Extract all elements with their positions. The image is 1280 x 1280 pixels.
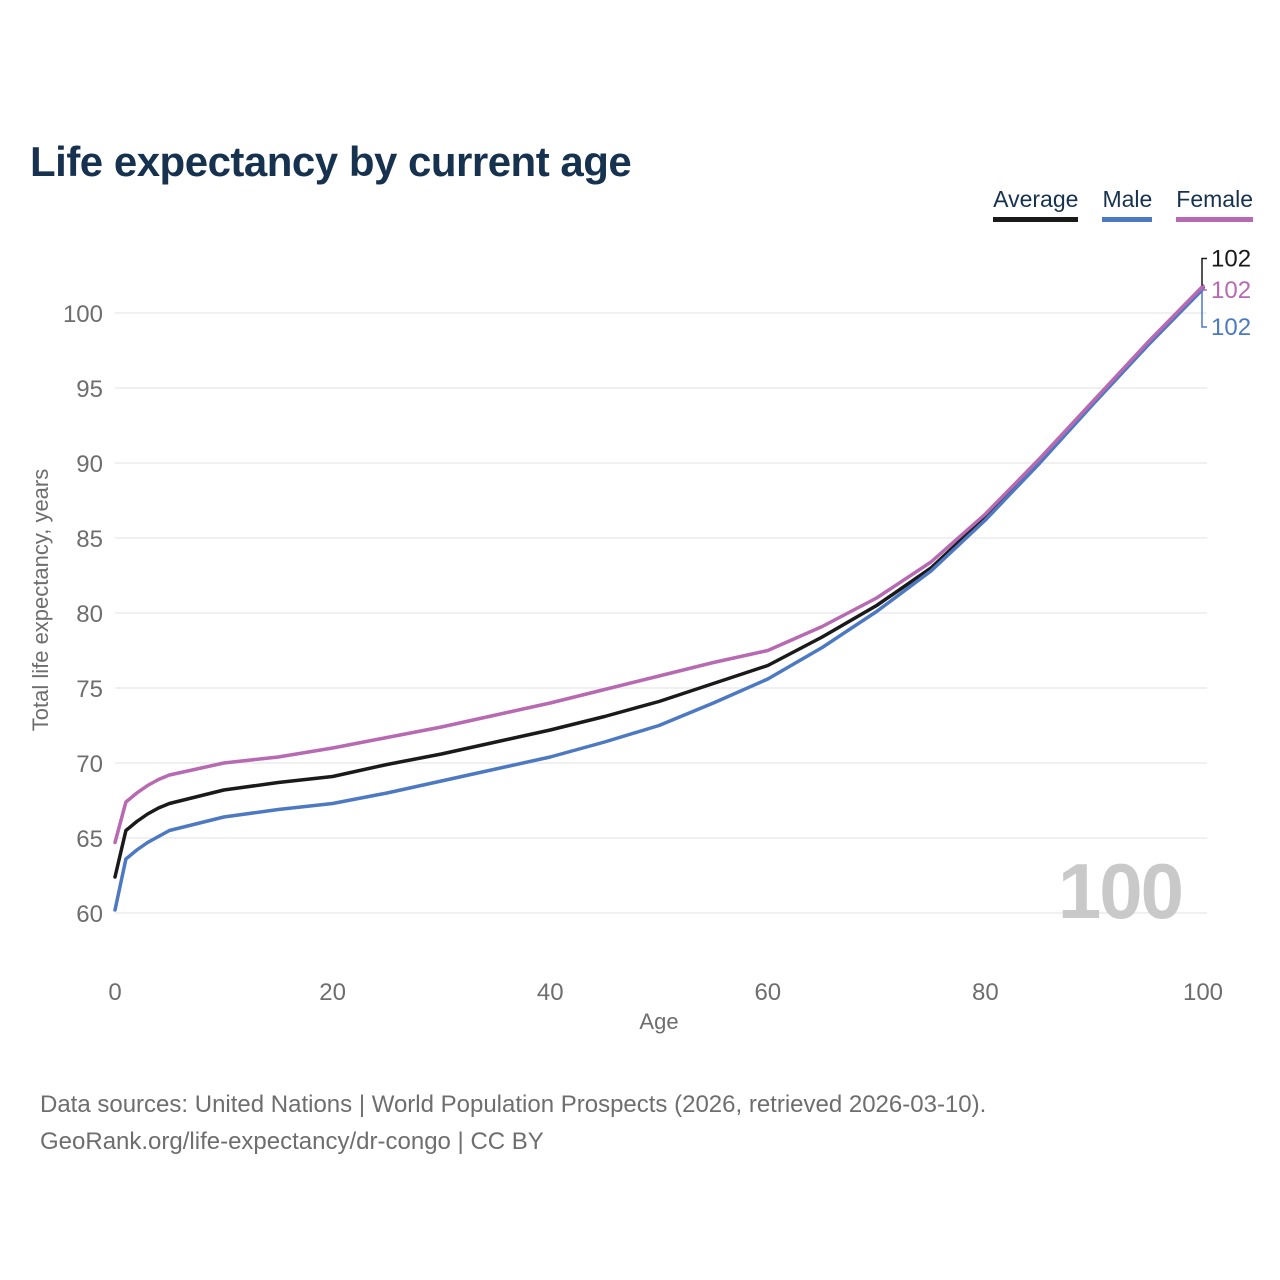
x-tick-60: 60 [754, 979, 781, 1006]
y-tick-65: 65 [76, 826, 103, 853]
license-line: GeoRank.org/life-expectancy/dr-congo | C… [40, 1128, 544, 1155]
x-axis-title: Age [639, 1009, 678, 1034]
legend-item-average[interactable]: Average [993, 186, 1079, 222]
y-tick-95: 95 [76, 376, 103, 403]
y-tick-80: 80 [76, 601, 103, 628]
end-value-label-female: 102 [1211, 277, 1251, 304]
chart-legend: Average Male Female [993, 186, 1253, 222]
x-tick-80: 80 [972, 979, 999, 1006]
footer-attribution: Data sources: United Nations | World Pop… [40, 1086, 986, 1160]
end-value-label-male: 102 [1211, 314, 1251, 341]
y-tick-85: 85 [76, 526, 103, 553]
y-axis-title: Total life expectancy, years [28, 469, 53, 732]
y-tick-60: 60 [76, 901, 103, 928]
series-line-average[interactable] [113, 285, 1205, 879]
data-sources-line: Data sources: United Nations | World Pop… [40, 1091, 987, 1118]
end-leader-average [1201, 257, 1207, 286]
series-line-female[interactable] [113, 284, 1205, 845]
end-value-label-average: 102 [1211, 246, 1251, 273]
y-tick-90: 90 [76, 451, 103, 478]
legend-item-female[interactable]: Female [1176, 186, 1253, 222]
page-title: Life expectancy by current age [30, 138, 632, 186]
end-leader-male [1201, 291, 1207, 328]
age-counter-watermark: 100 [1057, 847, 1184, 935]
series-line-male[interactable] [113, 287, 1205, 912]
legend-item-male[interactable]: Male [1102, 186, 1153, 222]
y-tick-100: 100 [63, 301, 103, 328]
y-tick-70: 70 [76, 751, 103, 778]
y-tick-75: 75 [76, 676, 103, 703]
end-leader-female [1201, 286, 1207, 291]
x-tick-100: 100 [1183, 979, 1223, 1006]
x-tick-0: 0 [108, 979, 121, 1006]
x-tick-20: 20 [319, 979, 346, 1006]
x-tick-40: 40 [537, 979, 564, 1006]
